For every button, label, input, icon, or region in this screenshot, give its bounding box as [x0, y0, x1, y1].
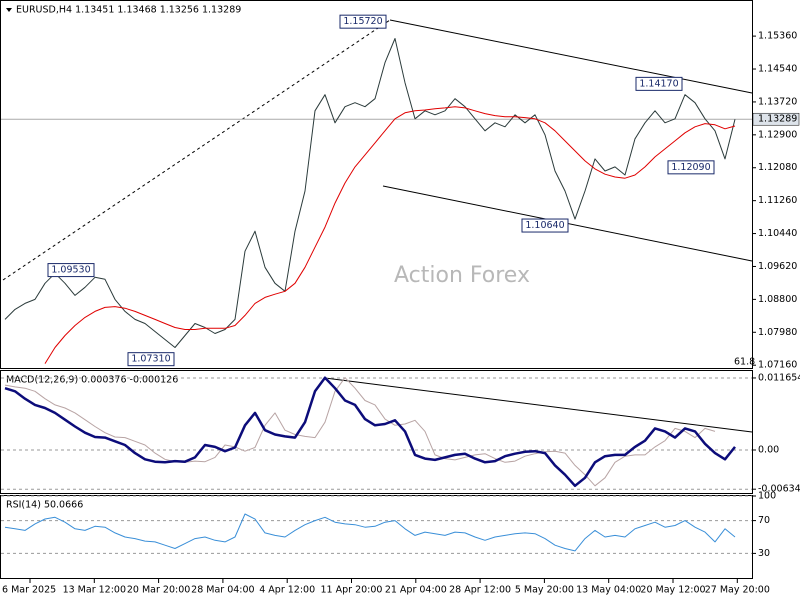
x-tick-label: 4 Apr 12:00: [259, 585, 315, 596]
last-price-box: [752, 112, 800, 126]
series-line: [4, 513, 736, 552]
fib-label: 61.8: [734, 357, 755, 368]
y-tick-label: 30: [758, 548, 770, 559]
y-tick-label: 1.11260: [758, 195, 797, 206]
y-tick-label: 1.10440: [758, 228, 797, 239]
x-tick-label: 28 Apr 12:00: [449, 585, 511, 596]
macd-title: MACD(12,26,9) 0.000376 -0.000126: [6, 375, 178, 386]
macd-trend-line: [324, 377, 753, 433]
y-tick-label: -0.006345: [758, 484, 800, 495]
price-annotation-box: [47, 263, 95, 278]
menu-arrow: [6, 8, 12, 12]
x-tick-label: 21 Apr 04:00: [385, 585, 447, 596]
price-annotation-box: [127, 352, 175, 367]
price-annotation-box: [339, 14, 387, 29]
last-price-label: 1.13289: [758, 114, 797, 125]
series-line: [4, 376, 736, 488]
series-line: [4, 38, 736, 348]
y-tick-label: 1.12900: [758, 129, 797, 140]
rsi-title: RSI(14) 50.0666: [6, 500, 83, 511]
x-tick-label: 20 Mar 20:00: [127, 585, 190, 596]
macd-panel: [0, 370, 753, 494]
price-annotation-box: [667, 160, 715, 175]
y-tick-label: 1.13720: [758, 96, 797, 107]
y-tick-label: 70: [758, 515, 770, 526]
channel-line: [389, 19, 753, 94]
price-annotation: 1.14170: [639, 78, 678, 89]
rsi-panel: [0, 495, 753, 579]
y-tick-label: 1.12080: [758, 162, 797, 173]
series-line: [4, 377, 716, 487]
x-tick-label: 5 May 20:00: [515, 585, 574, 596]
price-annotation-box: [521, 218, 569, 233]
y-tick-label: 1.07980: [758, 327, 797, 338]
price-annotation: 1.12090: [671, 162, 710, 173]
watermark: Action Forex: [394, 263, 530, 288]
trend-line: [2, 19, 391, 281]
price-panel: [0, 0, 753, 369]
y-tick-label: 1.08800: [758, 294, 797, 305]
x-tick-label: 13 May 04:00: [576, 585, 641, 596]
y-tick-label: 100: [758, 491, 776, 502]
price-annotation: 1.09530: [51, 265, 90, 276]
y-tick-label: 1.09620: [758, 261, 797, 272]
x-tick-label: 6 Mar 2025: [2, 585, 56, 596]
series-line: [44, 106, 736, 364]
x-tick-label: 20 May 12:00: [640, 585, 705, 596]
y-tick-label: 0.011654: [758, 372, 800, 383]
y-tick-label: 1.15360: [758, 31, 797, 42]
y-tick-label: 1.14540: [758, 64, 797, 75]
x-tick-label: 11 Apr 20:00: [321, 585, 383, 596]
x-tick-label: 27 May 20:00: [705, 585, 770, 596]
price-annotation: 1.15720: [343, 16, 382, 27]
price-annotation-box: [635, 76, 683, 91]
x-tick-label: 28 Mar 04:00: [191, 585, 254, 596]
y-tick-label: 1.07160: [758, 360, 797, 371]
x-tick-label: 13 Mar 12:00: [63, 585, 126, 596]
chart-title: EURUSD,H4 1.13451 1.13468 1.13256 1.1328…: [16, 5, 241, 16]
y-tick-label: 0.00: [758, 444, 779, 455]
price-annotation: 1.07310: [131, 354, 170, 365]
price-annotation: 1.10640: [525, 220, 564, 231]
